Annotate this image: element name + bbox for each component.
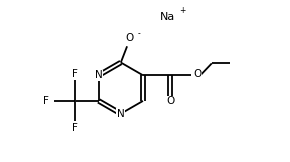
Text: Na: Na (160, 12, 175, 22)
Text: +: + (179, 6, 186, 15)
Text: O: O (193, 69, 201, 79)
Text: O: O (166, 97, 174, 106)
Text: -: - (138, 29, 141, 38)
Text: F: F (43, 96, 49, 106)
Text: N: N (117, 109, 125, 119)
Text: O: O (125, 33, 133, 43)
Text: F: F (72, 69, 77, 79)
Text: N: N (95, 70, 103, 80)
Text: F: F (72, 123, 77, 133)
